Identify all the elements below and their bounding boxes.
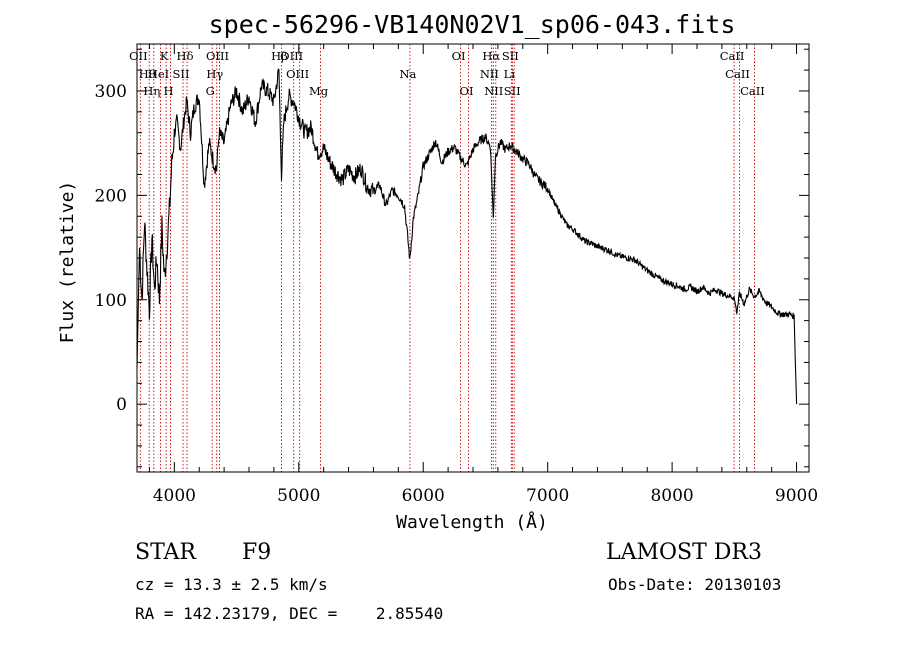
x-tick-label: 9000 [775, 486, 818, 506]
line-marker-label: H [163, 84, 173, 98]
line-marker-label: NII [480, 67, 499, 81]
line-marker-label: K [160, 49, 169, 63]
line-marker-label: G [206, 84, 215, 98]
chart-title: spec-56296-VB140N02V1_sp06-043.fits [209, 10, 736, 39]
line-marker-label: SII [502, 49, 519, 63]
y-tick-label: 0 [116, 395, 127, 415]
line-markers [139, 44, 755, 472]
line-marker-label: OIII [280, 49, 303, 63]
line-marker-label: CaII [740, 84, 765, 98]
line-marker-label: SII [173, 67, 190, 81]
line-marker-label: Hη [143, 84, 160, 98]
line-marker-label: CaII [720, 49, 745, 63]
line-marker-label: Hγ [206, 67, 223, 81]
plot-frame [136, 43, 810, 473]
line-marker-label: Li [504, 67, 516, 81]
coordinates-readout: RA = 142.23179, DEC = 2.85540 [135, 604, 443, 623]
object-class: STAR [135, 540, 197, 565]
line-marker-label: SII [504, 84, 521, 98]
line-marker-label: CaII [725, 67, 750, 81]
line-marker-label: Hδ [177, 49, 194, 63]
y-tick-label: 300 [95, 82, 127, 102]
line-marker-label: Hα [482, 49, 500, 63]
line-marker-label: OIII [286, 67, 309, 81]
line-marker-label: Mg [309, 84, 329, 98]
y-axis-ticks: 0 100 200 300 [95, 48, 809, 468]
x-tick-label: 4000 [153, 486, 196, 506]
line-marker-label: OII [129, 49, 148, 63]
obs-date: Obs-Date: 20130103 [608, 575, 781, 594]
line-marker-label: OIII [206, 49, 229, 63]
x-tick-label: 5000 [277, 486, 320, 506]
line-marker-label: Hβ [271, 49, 288, 63]
object-subclass: F9 [242, 540, 271, 565]
line-marker-label: Hθ [139, 67, 156, 81]
spectrum-series-line [136, 68, 798, 405]
y-tick-label: 200 [95, 186, 127, 206]
y-axis-label: Flux (relative) [57, 181, 78, 344]
x-tick-label: 8000 [650, 486, 693, 506]
line-marker-label: OI [460, 84, 474, 98]
line-marker-label: NII [484, 84, 503, 98]
redshift-readout: cz = 13.3 ± 2.5 km/s [135, 575, 328, 594]
survey-name: LAMOST DR3 [606, 540, 762, 565]
x-tick-label: 6000 [402, 486, 445, 506]
line-marker-label: OI [452, 49, 466, 63]
y-tick-label: 100 [95, 291, 127, 311]
x-axis-label: Wavelength (Å) [396, 511, 548, 533]
x-axis-ticks: 4000 5000 6000 7000 8000 9000 [148, 44, 818, 506]
x-tick-label: 7000 [526, 486, 569, 506]
line-marker-label: Na [399, 67, 416, 81]
line-marker-label: HeI [148, 67, 169, 81]
